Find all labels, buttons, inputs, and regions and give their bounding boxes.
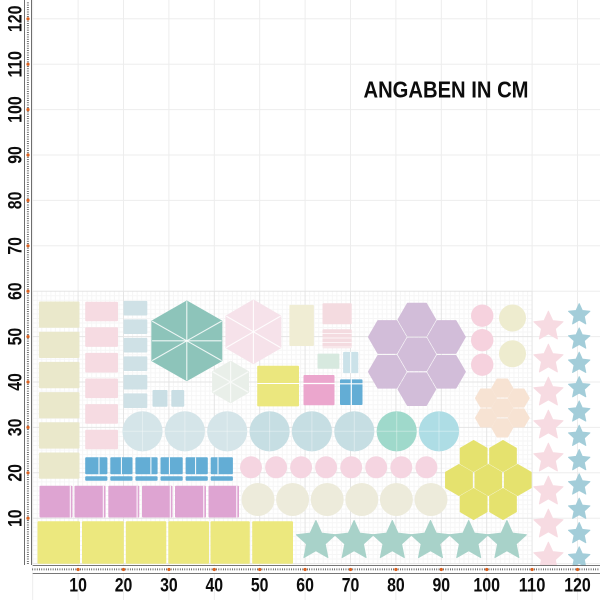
svg-text:70: 70 — [342, 575, 360, 597]
svg-text:120: 120 — [5, 5, 27, 32]
svg-text:110: 110 — [519, 575, 546, 597]
svg-text:110: 110 — [5, 51, 27, 78]
svg-text:100: 100 — [473, 575, 500, 597]
svg-text:40: 40 — [206, 575, 224, 597]
svg-text:80: 80 — [387, 575, 405, 597]
svg-text:50: 50 — [5, 328, 27, 346]
svg-text:40: 40 — [5, 373, 27, 391]
svg-text:20: 20 — [5, 464, 27, 482]
svg-text:60: 60 — [296, 575, 314, 597]
svg-text:20: 20 — [115, 575, 133, 597]
svg-text:70: 70 — [5, 237, 27, 255]
svg-text:90: 90 — [433, 575, 451, 597]
svg-text:100: 100 — [5, 96, 27, 123]
svg-text:50: 50 — [251, 575, 269, 597]
svg-text:30: 30 — [5, 418, 27, 436]
svg-text:60: 60 — [5, 282, 27, 300]
svg-text:80: 80 — [5, 191, 27, 209]
svg-text:30: 30 — [160, 575, 178, 597]
svg-text:120: 120 — [564, 575, 591, 597]
svg-text:90: 90 — [5, 146, 27, 164]
svg-text:ANGABEN IN CM: ANGABEN IN CM — [364, 77, 529, 103]
svg-text:10: 10 — [69, 575, 87, 597]
svg-text:10: 10 — [5, 509, 27, 527]
